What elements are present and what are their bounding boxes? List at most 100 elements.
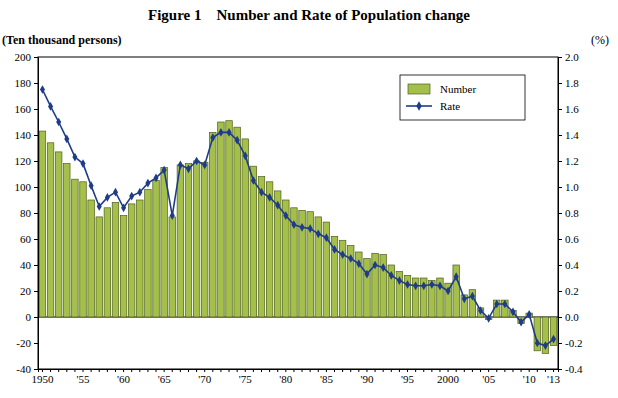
tick-mark	[50, 369, 51, 372]
tick-label: 1.0	[565, 181, 579, 193]
tick-label: 1.6	[565, 103, 579, 115]
marker	[105, 193, 110, 202]
marker	[259, 188, 264, 197]
y-tick: 180	[15, 77, 39, 89]
bar	[404, 275, 410, 317]
bar	[39, 131, 45, 317]
bar	[502, 300, 508, 317]
x-tick	[115, 369, 116, 372]
y2-tick: -0.4	[558, 363, 583, 375]
tick-mark	[334, 369, 335, 372]
tick-label: 0.4	[565, 259, 579, 271]
bar	[64, 164, 70, 317]
legend-label: Rate	[440, 100, 460, 112]
tick-label: 160	[15, 103, 32, 115]
marker	[308, 224, 313, 233]
x-tick: '55	[77, 369, 90, 385]
bar	[96, 217, 102, 317]
tick-label: 2.0	[565, 51, 579, 63]
tick-label: 0.2	[565, 285, 579, 297]
y2-tick: 2.0	[558, 51, 579, 63]
bars	[39, 121, 557, 354]
marker	[194, 157, 199, 166]
tick-mark	[164, 369, 165, 372]
tick-mark	[375, 369, 376, 372]
marker	[356, 259, 361, 268]
bar	[218, 122, 224, 317]
marker	[324, 233, 329, 242]
bar	[201, 162, 207, 317]
marker	[397, 276, 402, 285]
marker	[437, 281, 442, 290]
x-tick	[302, 369, 303, 372]
x-tick: '60	[117, 369, 130, 385]
marker	[121, 203, 126, 212]
bar	[177, 165, 183, 317]
tick-label: 0.6	[565, 233, 579, 245]
x-tick	[277, 369, 278, 372]
bar	[242, 139, 248, 317]
marker	[373, 261, 378, 270]
x-tick	[439, 369, 440, 372]
marker	[429, 280, 434, 289]
plot-area	[39, 85, 557, 353]
tick-mark	[558, 291, 562, 292]
tick-mark	[34, 239, 38, 240]
tick-label: -20	[16, 337, 31, 349]
tick-mark	[220, 369, 221, 372]
marker	[267, 193, 272, 202]
tick-mark	[123, 369, 124, 372]
tick-mark	[310, 369, 311, 372]
marker	[421, 281, 426, 290]
tick-mark	[269, 369, 270, 372]
x-tick	[172, 369, 173, 372]
x-tick: '90	[360, 369, 373, 385]
marker	[519, 318, 524, 327]
tick-mark	[529, 369, 530, 372]
tick-label: 40	[20, 259, 32, 271]
y-axis-title: (Ten thousand persons)	[2, 33, 122, 47]
tick-mark	[399, 369, 400, 372]
marker	[364, 270, 369, 279]
x-tick	[537, 369, 538, 372]
marker	[40, 85, 45, 94]
x-tick	[431, 369, 432, 372]
tick-mark	[383, 369, 384, 372]
y-tick: 60	[20, 233, 38, 245]
x-tick	[180, 369, 181, 372]
x-tick	[521, 369, 522, 372]
tick-mark	[537, 369, 538, 372]
tick-mark	[415, 369, 416, 372]
tick-mark	[261, 369, 262, 372]
bar	[291, 208, 297, 317]
y2-axis-title: (%)	[591, 33, 609, 47]
tick-mark	[34, 291, 38, 292]
x-tick	[350, 369, 351, 372]
x-tick	[383, 369, 384, 372]
y2-tick: 1.2	[558, 155, 579, 167]
tick-mark	[558, 57, 562, 58]
tick-label: 0	[26, 311, 32, 323]
tick-mark	[431, 369, 432, 372]
x-tick	[472, 369, 473, 372]
tick-mark	[42, 369, 43, 372]
tick-mark	[558, 109, 562, 110]
marker	[340, 250, 345, 259]
marker	[89, 181, 94, 190]
tick-label: '90	[360, 373, 373, 385]
bar	[112, 203, 118, 317]
x-tick: '75	[239, 369, 252, 385]
tick-mark	[342, 369, 343, 372]
x-tick	[456, 369, 457, 372]
marker	[210, 133, 215, 142]
marker	[413, 281, 418, 290]
marker	[235, 136, 240, 145]
x-tick	[220, 369, 221, 372]
tick-mark	[156, 369, 157, 372]
x-tick	[188, 369, 189, 372]
tick-mark	[391, 369, 392, 372]
tick-mark	[545, 369, 546, 372]
marker	[470, 292, 475, 301]
x-tick	[147, 369, 148, 372]
marker	[300, 223, 305, 232]
